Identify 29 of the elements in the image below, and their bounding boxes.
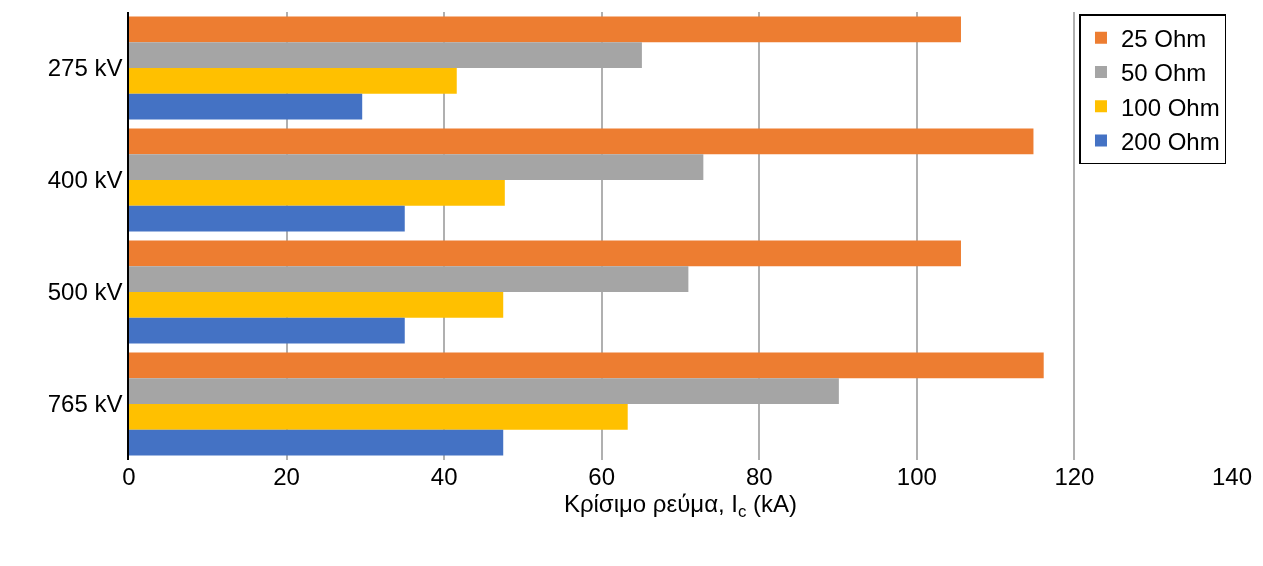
x-tick-label: 120 (1054, 463, 1095, 490)
bar (129, 16, 961, 43)
bar (129, 292, 504, 318)
bar (129, 180, 505, 206)
x-tick-label: 0 (122, 463, 136, 490)
bar (129, 240, 961, 267)
bar (129, 93, 363, 120)
legend-label: 25 Ohm (1120, 25, 1207, 53)
y-tick-label: 500 kV (47, 278, 123, 306)
x-tick-label: 40 (430, 463, 458, 490)
x-tick-label: 140 (1211, 463, 1253, 490)
bar (129, 404, 628, 430)
x-tick-label: 60 (588, 463, 616, 490)
y-tick-label: 765 kV (47, 390, 123, 418)
bar (129, 429, 504, 456)
x-tick-label: 100 (896, 463, 937, 490)
x-tick-label: 20 (273, 463, 300, 490)
y-tick-label: 400 kV (47, 166, 123, 194)
legend-label: 100 Ohm (1120, 93, 1220, 121)
bar (129, 317, 405, 344)
legend-label: 200 Ohm (1120, 127, 1220, 155)
x-axis-title: Κρίσιμο ρεύμα, I$_{c}$ (kA) (563, 490, 798, 522)
bar (129, 352, 1044, 379)
y-tick-label: 275 kV (47, 54, 123, 82)
bar (129, 128, 1034, 155)
legend-label: 50 Ohm (1120, 59, 1207, 87)
bar (129, 205, 405, 232)
x-tick-label: 80 (745, 463, 773, 490)
bar (129, 68, 457, 94)
